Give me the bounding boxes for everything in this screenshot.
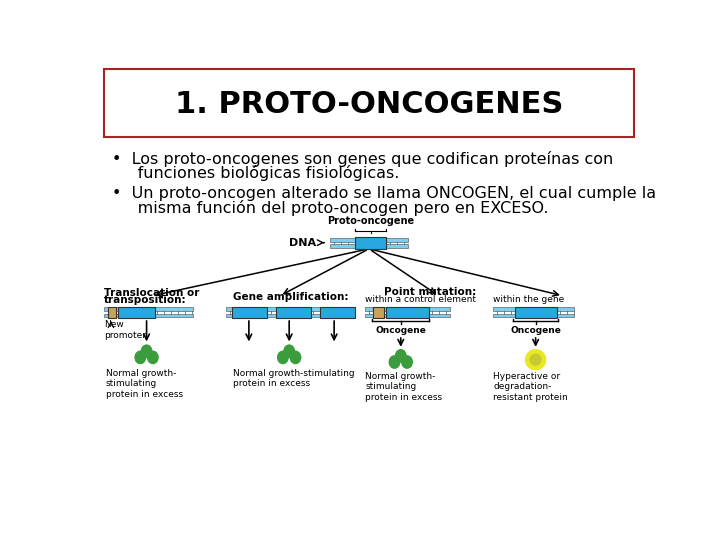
Ellipse shape bbox=[526, 350, 546, 370]
Text: •  Un proto-oncogen alterado se llama ONCOGEN, el cual cumple la: • Un proto-oncogen alterado se llama ONC… bbox=[112, 186, 656, 201]
FancyBboxPatch shape bbox=[104, 307, 193, 311]
Text: Point mutation:: Point mutation: bbox=[384, 287, 477, 298]
Text: 1. PROTO-ONCOGENES: 1. PROTO-ONCOGENES bbox=[175, 90, 563, 119]
FancyBboxPatch shape bbox=[493, 307, 575, 311]
Text: Normal growth-
stimulating
protein in excess: Normal growth- stimulating protein in ex… bbox=[365, 372, 442, 402]
Ellipse shape bbox=[395, 350, 406, 362]
Ellipse shape bbox=[135, 351, 145, 363]
Text: New
promoter: New promoter bbox=[104, 320, 146, 340]
Text: Oncogene: Oncogene bbox=[375, 326, 426, 335]
Text: Hyperactive or
degradation-
resistant protein: Hyperactive or degradation- resistant pr… bbox=[493, 372, 568, 402]
Text: Translocation or: Translocation or bbox=[104, 288, 199, 298]
FancyBboxPatch shape bbox=[104, 314, 193, 318]
Text: Proto-oncogene: Proto-oncogene bbox=[327, 217, 414, 226]
FancyBboxPatch shape bbox=[118, 307, 155, 318]
Ellipse shape bbox=[390, 356, 400, 368]
FancyBboxPatch shape bbox=[355, 237, 386, 249]
FancyBboxPatch shape bbox=[276, 307, 311, 318]
FancyBboxPatch shape bbox=[225, 307, 354, 311]
Ellipse shape bbox=[290, 351, 301, 363]
FancyBboxPatch shape bbox=[515, 307, 557, 318]
Ellipse shape bbox=[530, 354, 541, 365]
Text: within a control element: within a control element bbox=[365, 295, 476, 304]
Ellipse shape bbox=[141, 345, 152, 357]
Text: misma función del proto-oncogen pero en EXCESO.: misma función del proto-oncogen pero en … bbox=[112, 200, 548, 217]
Text: within the gene: within the gene bbox=[493, 295, 564, 304]
FancyBboxPatch shape bbox=[386, 307, 428, 318]
FancyBboxPatch shape bbox=[330, 244, 408, 248]
Ellipse shape bbox=[278, 351, 288, 363]
Text: transposition:: transposition: bbox=[104, 295, 186, 305]
FancyBboxPatch shape bbox=[365, 314, 451, 318]
FancyBboxPatch shape bbox=[104, 70, 634, 137]
Text: Normal growth-
stimulating
protein in excess: Normal growth- stimulating protein in ex… bbox=[106, 369, 183, 399]
FancyBboxPatch shape bbox=[330, 238, 408, 242]
FancyBboxPatch shape bbox=[373, 307, 384, 318]
FancyBboxPatch shape bbox=[225, 314, 354, 318]
Text: Oncogene: Oncogene bbox=[510, 326, 561, 335]
Text: Gene amplification:: Gene amplification: bbox=[233, 292, 349, 302]
Ellipse shape bbox=[402, 356, 413, 368]
Text: funciones biológicas fisiológicas.: funciones biológicas fisiológicas. bbox=[112, 165, 399, 181]
Ellipse shape bbox=[148, 351, 158, 363]
FancyBboxPatch shape bbox=[108, 307, 116, 318]
FancyBboxPatch shape bbox=[232, 307, 266, 318]
Ellipse shape bbox=[284, 345, 294, 357]
FancyBboxPatch shape bbox=[320, 307, 355, 318]
Text: •  Los proto-oncogenes son genes que codifican proteínas con: • Los proto-oncogenes son genes que codi… bbox=[112, 151, 613, 167]
FancyBboxPatch shape bbox=[365, 307, 451, 311]
Text: Normal growth-stimulating
protein in excess: Normal growth-stimulating protein in exc… bbox=[233, 369, 355, 388]
FancyBboxPatch shape bbox=[493, 314, 575, 318]
Text: DNA: DNA bbox=[289, 238, 316, 248]
